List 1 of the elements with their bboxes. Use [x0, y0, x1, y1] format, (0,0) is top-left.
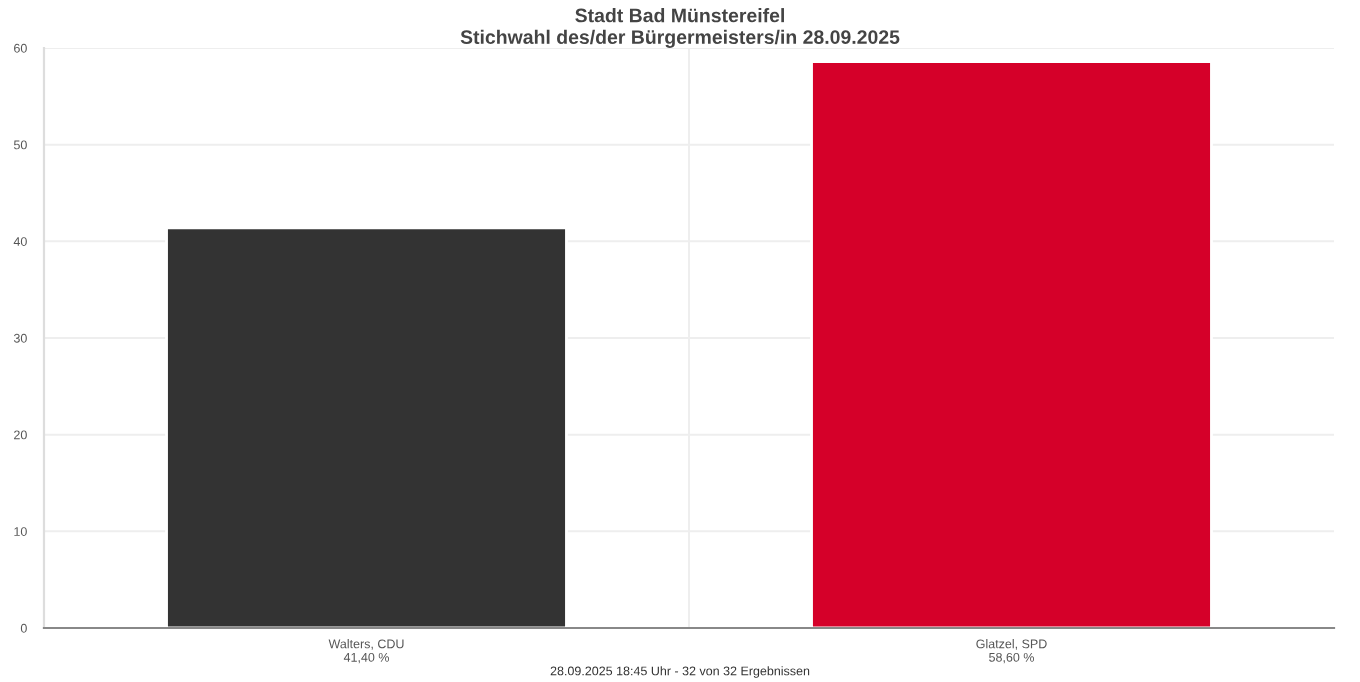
chart-title: Stadt Bad Münstereifel Stichwahl des/der Bürgermeisters/in 28.09.2025 — [460, 8, 900, 48]
